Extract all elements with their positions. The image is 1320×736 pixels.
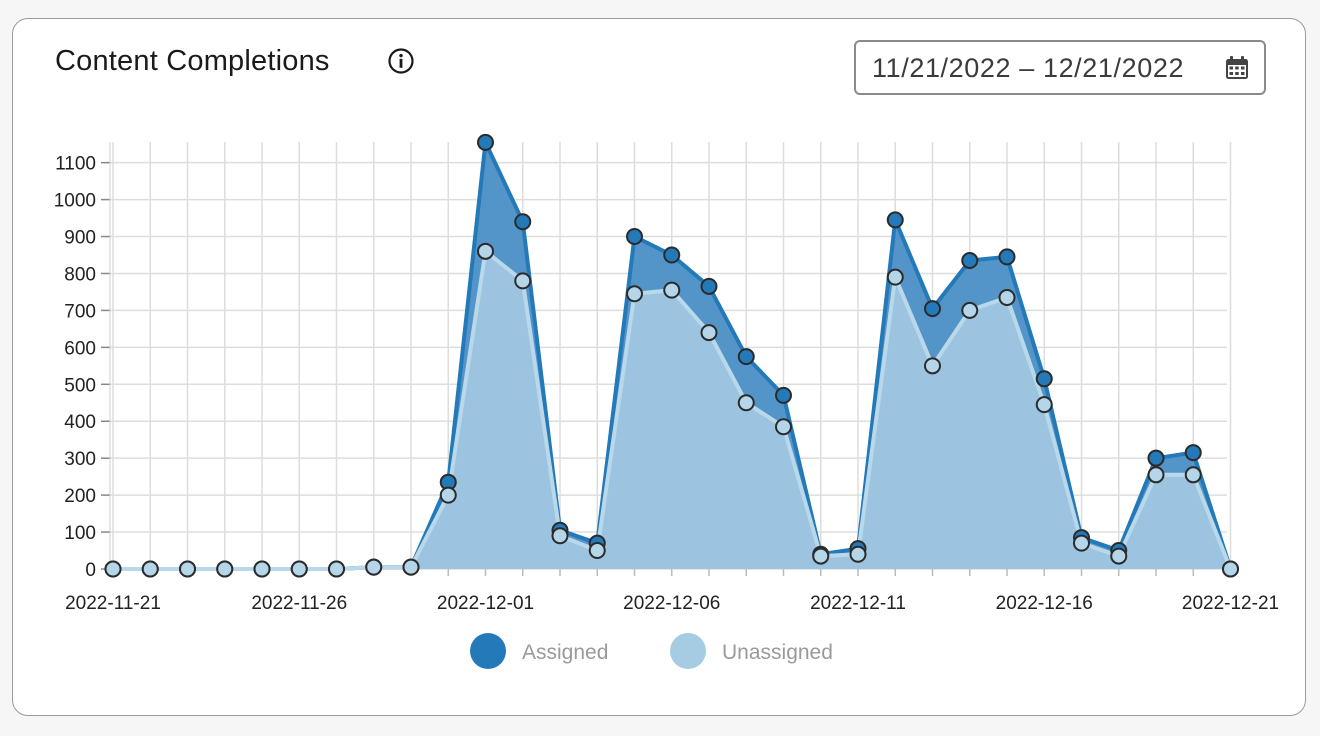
content-completions-card: Content Completions 11/21/2022 – 12/21/2…	[12, 18, 1306, 716]
assigned-point	[1035, 370, 1053, 388]
assigned-point	[886, 211, 904, 229]
y-tick-label: 300	[64, 449, 96, 470]
assigned-point	[775, 386, 792, 404]
legend-marker-unassigned	[670, 633, 706, 669]
x-tick-label: 2022-12-01	[437, 593, 534, 614]
x-tick-label: 2022-11-26	[251, 593, 347, 614]
unassigned-point	[402, 558, 420, 576]
unassigned-point	[365, 558, 383, 576]
unassigned-point	[1035, 396, 1053, 414]
y-tick-label: 400	[64, 412, 96, 433]
y-tick-label: 800	[64, 264, 96, 285]
unassigned-point	[1073, 534, 1090, 552]
unassigned-point	[179, 560, 196, 578]
date-range-picker[interactable]: 11/21/2022 – 12/21/2022	[854, 40, 1266, 95]
assigned-point	[700, 277, 718, 295]
unassigned-point	[626, 285, 643, 303]
unassigned-point	[961, 301, 979, 319]
date-range-text[interactable]: 11/21/2022 – 12/21/2022	[872, 53, 1185, 83]
y-tick-label: 0	[85, 560, 96, 581]
y-tick-label: 500	[64, 375, 96, 396]
assigned-point	[514, 213, 532, 231]
x-tick-label: 2022-12-21	[1182, 593, 1279, 614]
info-circle-icon[interactable]	[387, 47, 415, 75]
y-tick-label: 600	[64, 338, 96, 359]
x-tick-label: 2022-12-11	[810, 593, 906, 614]
unassigned-point	[514, 272, 532, 290]
point-layer	[104, 133, 1239, 578]
unassigned-point	[216, 560, 234, 578]
unassigned-point	[253, 560, 271, 578]
unassigned-point	[551, 527, 569, 545]
unassigned-point	[663, 281, 681, 299]
calendar-icon[interactable]	[1224, 55, 1250, 81]
unassigned-point	[141, 560, 159, 578]
y-tick-label: 1100	[55, 154, 96, 175]
legend-label-unassigned: Unassigned	[722, 641, 833, 664]
unassigned-point	[104, 560, 122, 578]
unassigned-point	[477, 242, 494, 260]
assigned-point	[663, 246, 681, 264]
unassigned-point	[328, 560, 345, 578]
axis-layer: 0 100 200 300 400 500 600 700 800 900 1000 1100 2022…	[54, 142, 1279, 614]
unassigned-point	[1184, 466, 1202, 484]
assigned-point	[1184, 444, 1202, 462]
legend-label-assigned: Assigned	[522, 641, 608, 664]
y-tick-label: 700	[64, 301, 96, 322]
unassigned-point	[924, 357, 941, 375]
unassigned-point	[439, 486, 457, 504]
card-title: Content Completions	[55, 45, 330, 77]
unassigned-point	[886, 268, 904, 286]
assigned-point	[924, 300, 941, 318]
unassigned-point	[737, 394, 755, 412]
x-tick-label: 2022-12-16	[996, 593, 1093, 614]
assigned-point	[998, 248, 1016, 266]
x-tick-label: 2022-12-06	[623, 593, 720, 614]
y-tick-label: 200	[64, 486, 96, 507]
y-tick-label: 900	[64, 228, 96, 249]
x-tick-label: 2022-11-21	[65, 593, 161, 614]
unassigned-point	[588, 542, 606, 560]
legend-marker-assigned	[470, 633, 506, 669]
legend-layer: Assigned Unassigned	[470, 633, 833, 669]
unassigned-point	[290, 560, 308, 578]
assigned-point	[737, 348, 755, 366]
y-tick-label: 100	[64, 523, 96, 544]
unassigned-point	[775, 418, 792, 436]
y-tick-label: 1000	[54, 191, 96, 212]
unassigned-point	[812, 547, 830, 565]
assigned-point	[477, 133, 494, 151]
assigned-point	[961, 252, 979, 270]
unassigned-point	[700, 324, 718, 342]
unassigned-point	[849, 545, 867, 563]
unassigned-area	[113, 251, 1231, 570]
unassigned-point	[1222, 560, 1239, 578]
unassigned-point	[998, 288, 1016, 306]
unassigned-point	[1110, 547, 1128, 565]
unassigned-point	[1147, 466, 1165, 484]
assigned-point	[626, 228, 643, 246]
assigned-point	[1147, 449, 1165, 467]
